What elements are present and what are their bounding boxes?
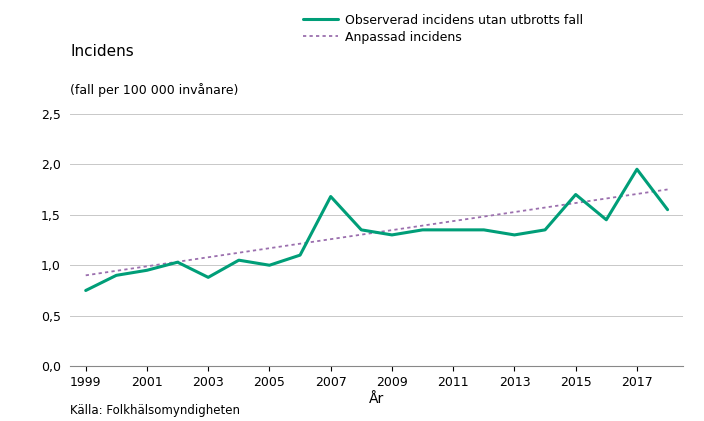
Text: (fall per 100 000 invånare): (fall per 100 000 invånare) — [70, 83, 239, 97]
Observerad incidens utan utbrotts fall — [388, 232, 396, 237]
Legend: Observerad incidens utan utbrotts fall, Anpassad incidens: Observerad incidens utan utbrotts fall, … — [303, 14, 583, 44]
Observerad incidens utan utbrotts fall — [663, 207, 672, 212]
X-axis label: År: År — [369, 392, 384, 406]
Observerad incidens utan utbrotts fall — [541, 227, 549, 232]
Observerad incidens utan utbrotts fall — [479, 227, 488, 232]
Observerad incidens utan utbrotts fall — [82, 288, 90, 293]
Line: Observerad incidens utan utbrotts fall: Observerad incidens utan utbrotts fall — [86, 169, 667, 290]
Observerad incidens utan utbrotts fall — [265, 263, 274, 268]
Observerad incidens utan utbrotts fall — [204, 275, 213, 280]
Text: Incidens: Incidens — [70, 44, 134, 59]
Observerad incidens utan utbrotts fall — [234, 258, 243, 263]
Observerad incidens utan utbrotts fall — [572, 192, 580, 197]
Text: Källa: Folkhälsomyndigheten: Källa: Folkhälsomyndigheten — [70, 404, 240, 417]
Observerad incidens utan utbrotts fall — [143, 268, 151, 273]
Observerad incidens utan utbrotts fall — [327, 194, 335, 199]
Observerad incidens utan utbrotts fall — [357, 227, 365, 232]
Observerad incidens utan utbrotts fall — [510, 232, 519, 237]
Observerad incidens utan utbrotts fall — [112, 273, 120, 278]
Observerad incidens utan utbrotts fall — [633, 167, 641, 172]
Observerad incidens utan utbrotts fall — [296, 253, 304, 258]
Observerad incidens utan utbrotts fall — [173, 260, 182, 265]
Observerad incidens utan utbrotts fall — [449, 227, 458, 232]
Observerad incidens utan utbrotts fall — [418, 227, 427, 232]
Observerad incidens utan utbrotts fall — [602, 217, 610, 222]
